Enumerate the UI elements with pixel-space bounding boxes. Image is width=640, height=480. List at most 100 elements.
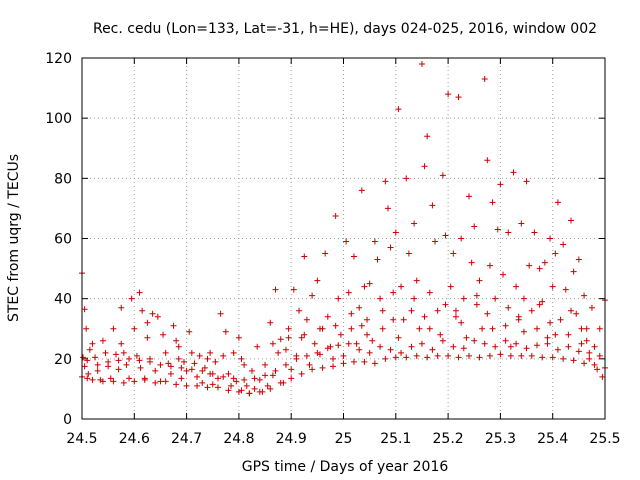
data-point (557, 316, 564, 323)
data-point (591, 361, 598, 368)
data-point (199, 367, 206, 374)
data-point (149, 310, 156, 317)
data-point (513, 283, 520, 290)
data-point (366, 280, 373, 287)
data-point (316, 325, 323, 332)
data-point (565, 331, 572, 338)
data-point (314, 349, 321, 356)
data-point (246, 390, 253, 397)
data-point (476, 354, 483, 361)
data-point (118, 304, 125, 311)
data-point (94, 361, 101, 368)
data-point (541, 259, 548, 266)
data-point (343, 238, 350, 245)
x-tick-label: 24.5 (66, 431, 97, 447)
data-point (167, 370, 174, 377)
data-point (269, 372, 276, 379)
data-point (531, 229, 538, 236)
data-point (424, 354, 431, 361)
data-point (256, 388, 263, 395)
data-point (377, 295, 384, 302)
data-point (262, 361, 269, 368)
data-point (361, 358, 368, 365)
plot-frame (81, 57, 606, 420)
data-point (586, 355, 593, 362)
data-point (500, 271, 507, 278)
data-point (405, 250, 412, 257)
data-point (201, 364, 208, 371)
data-point (84, 375, 91, 382)
data-point (214, 384, 221, 391)
x-tick-label: 24.6 (119, 431, 150, 447)
data-point (403, 175, 410, 182)
data-point (599, 373, 606, 380)
data-point (450, 250, 457, 257)
data-point (152, 379, 159, 386)
data-point (586, 349, 593, 356)
data-point (102, 349, 109, 356)
data-point (157, 378, 164, 385)
data-point (570, 357, 577, 364)
y-tick-label: 0 (63, 412, 72, 428)
data-point (303, 352, 310, 359)
data-point (335, 295, 342, 302)
data-point (395, 334, 402, 341)
data-point (154, 313, 161, 320)
data-point (369, 337, 376, 344)
y-tick-label: 80 (54, 171, 72, 187)
data-point (350, 358, 357, 365)
data-point (455, 354, 462, 361)
data-point (175, 343, 182, 350)
data-point (267, 319, 274, 326)
x-tick-label: 24.9 (276, 431, 307, 447)
data-point (377, 343, 384, 350)
data-point (350, 253, 357, 260)
data-point (505, 304, 512, 311)
data-point (228, 382, 235, 389)
x-tick-label: 25.4 (537, 431, 568, 447)
data-point (120, 379, 127, 386)
data-point (492, 343, 499, 350)
data-point (89, 340, 96, 347)
data-point (371, 360, 378, 367)
data-point (424, 133, 431, 140)
data-point (539, 354, 546, 361)
data-point (515, 316, 522, 323)
data-point (562, 286, 569, 293)
data-point (554, 199, 561, 206)
data-point (536, 265, 543, 272)
data-point (452, 313, 459, 320)
data-point (173, 337, 180, 344)
data-point (392, 354, 399, 361)
data-point (473, 292, 480, 299)
data-point (309, 292, 316, 299)
data-point (324, 345, 331, 352)
data-point (99, 378, 106, 385)
data-point (400, 316, 407, 323)
data-point (233, 378, 240, 385)
data-point (251, 385, 258, 392)
data-point (128, 295, 135, 302)
data-point (442, 232, 449, 239)
data-point (523, 178, 530, 185)
data-point (452, 307, 459, 314)
data-point (199, 379, 206, 386)
data-point (86, 346, 93, 353)
data-point (581, 360, 588, 367)
data-point (348, 310, 355, 317)
data-point (507, 343, 514, 350)
data-point (481, 76, 488, 83)
data-point (442, 301, 449, 308)
data-point (115, 366, 122, 373)
x-tick-label: 25.2 (433, 431, 464, 447)
data-point (272, 367, 279, 374)
data-point (390, 289, 397, 296)
data-point (544, 334, 551, 341)
data-point (476, 277, 483, 284)
data-point (204, 355, 211, 362)
data-point (191, 360, 198, 367)
data-point (92, 354, 99, 361)
data-point (256, 376, 263, 383)
data-point (194, 373, 201, 380)
data-point (596, 352, 603, 359)
